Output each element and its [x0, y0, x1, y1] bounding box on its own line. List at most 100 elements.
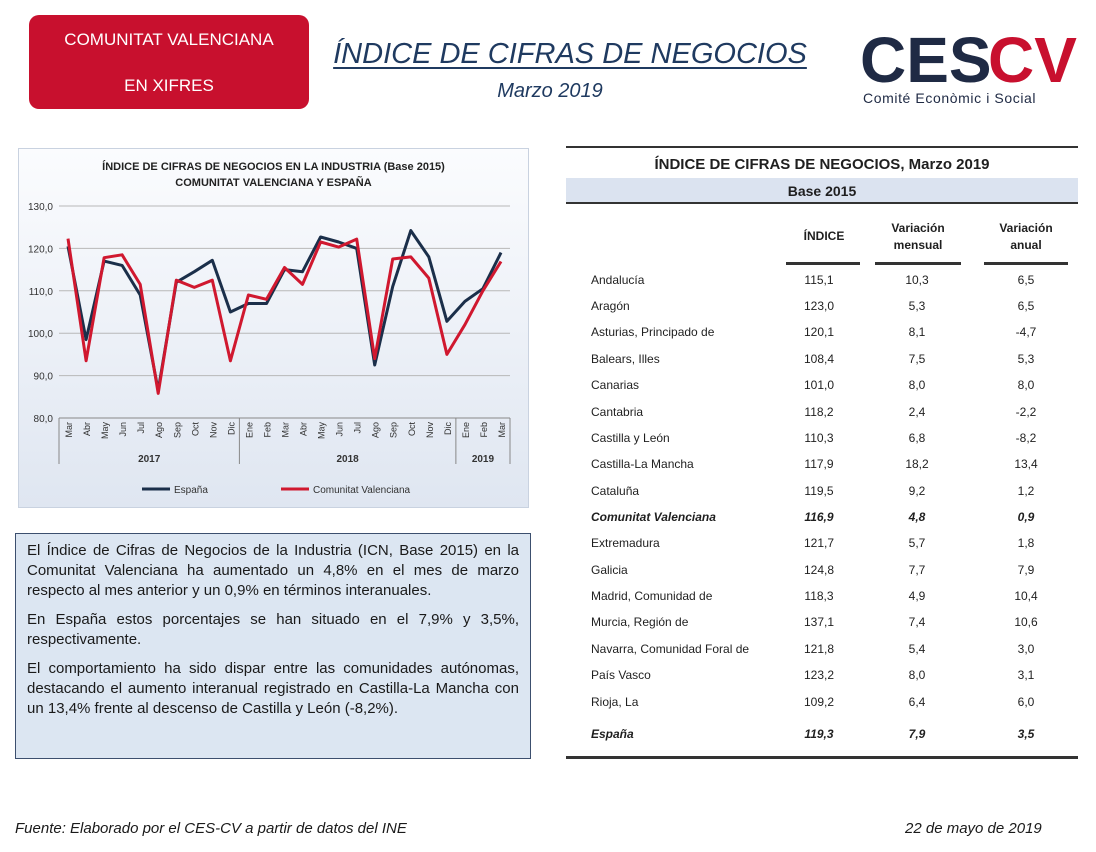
row-mensual: 7,9	[908, 727, 926, 741]
row-anual: 3,0	[1017, 642, 1035, 656]
x-tick-label: Feb	[262, 422, 272, 438]
row-indice: 121,8	[803, 642, 835, 656]
table-row: Castilla-La Mancha 117,9 18,2 13,4	[566, 454, 1078, 474]
badge-line-1: COMUNITAT VALENCIANA	[64, 30, 274, 49]
col-header-anual-2: anual	[1010, 238, 1042, 252]
col-header-anual-1: Variación	[999, 221, 1053, 235]
row-indice: 115,1	[804, 273, 834, 287]
line-chart-panel: ÍNDICE DE CIFRAS DE NEGOCIOS EN LA INDUS…	[18, 148, 529, 508]
data-table: ÍNDICE DE CIFRAS DE NEGOCIOS, Marzo 2019…	[566, 146, 1078, 818]
ces-cv-logo: CES CV Comité Econòmic i Social	[860, 24, 1080, 110]
table-title: ÍNDICE DE CIFRAS DE NEGOCIOS, Marzo 2019	[566, 146, 1078, 178]
page-title: ÍNDICE DE CIFRAS DE NEGOCIOS	[333, 38, 807, 70]
table-row: Rioja, La 109,2 6,4 6,0	[566, 692, 1078, 712]
row-mensual: 9,2	[908, 484, 926, 498]
row-name: Aragón	[591, 299, 630, 313]
y-tick-label: 110,0	[29, 287, 54, 298]
row-anual: 6,5	[1017, 299, 1035, 313]
row-name: Andalucía	[591, 273, 645, 287]
row-mensual: 5,4	[908, 642, 926, 656]
row-indice: 108,4	[803, 352, 835, 366]
row-mensual: 5,7	[908, 536, 926, 550]
table-row: Balears, Illes 108,4 7,5 5,3	[566, 349, 1078, 369]
row-indice: 101,0	[803, 378, 835, 392]
row-mensual: 10,3	[905, 273, 929, 287]
row-anual: 6,0	[1017, 695, 1035, 709]
table-row: España 119,3 7,9 3,5	[566, 724, 1078, 744]
table-row: Navarra, Comunidad Foral de 121,8 5,4 3,0	[566, 639, 1078, 659]
x-tick-label: Dic	[226, 422, 236, 435]
row-name: Navarra, Comunidad Foral de	[591, 642, 750, 656]
x-tick-label: Jul	[353, 422, 363, 434]
chart-subtitle: COMUNITAT VALENCIANA Y ESPAÑA	[175, 177, 372, 189]
summary-paragraph-3: El comportamiento ha sido dispar entre l…	[27, 660, 519, 717]
chart-title: ÍNDICE DE CIFRAS DE NEGOCIOS EN LA INDUS…	[102, 161, 445, 173]
x-tick-label: Mar	[281, 422, 291, 438]
col-underline-mensual	[875, 262, 961, 265]
logo-text-cv: CV	[988, 26, 1077, 90]
summary-paragraph-1: El Índice de Cifras de Negocios de la In…	[27, 542, 519, 599]
table-row: Comunitat Valenciana 116,9 4,8 0,9	[566, 507, 1078, 527]
row-anual: 3,5	[1017, 727, 1035, 741]
x-tick-label: Mar	[64, 422, 74, 438]
row-mensual: 5,3	[908, 299, 926, 313]
row-name: Galicia	[591, 563, 628, 577]
summary-paragraph-2: En España estos porcentajes se han situa…	[27, 611, 519, 648]
logo-tagline: Comité Econòmic i Social	[863, 90, 1037, 106]
table-bottom-border	[566, 756, 1078, 759]
row-name: Extremadura	[591, 536, 660, 550]
y-tick-label: 120,0	[28, 244, 53, 255]
row-indice: 119,3	[804, 727, 834, 741]
table-row: Canarias 101,0 8,0 8,0	[566, 375, 1078, 395]
y-tick-label: 90,0	[34, 372, 54, 383]
row-indice: 117,9	[804, 457, 834, 471]
row-mensual: 18,2	[905, 457, 929, 471]
x-tick-label: May	[317, 422, 327, 440]
row-anual: 1,2	[1017, 484, 1035, 498]
row-indice: 123,2	[803, 668, 835, 682]
row-indice: 116,9	[804, 510, 834, 524]
row-anual: 6,5	[1017, 273, 1035, 287]
x-tick-label: Abr	[299, 422, 309, 436]
row-name: Asturias, Principado de	[591, 325, 715, 339]
footer-date: 22 de mayo de 2019	[905, 820, 1042, 837]
table-row: Galicia 124,8 7,7 7,9	[566, 560, 1078, 580]
row-anual: 5,3	[1017, 352, 1035, 366]
x-tick-label: Ago	[371, 422, 381, 438]
table-row: País Vasco 123,2 8,0 3,1	[566, 665, 1078, 685]
footer-source: Fuente: Elaborado por el CES-CV a partir…	[15, 820, 407, 837]
x-tick-label: Jun	[118, 422, 128, 437]
series-line-comunitat-valenciana	[66, 237, 503, 395]
legend-label: Comunitat Valenciana	[313, 485, 411, 496]
row-indice: 118,3	[804, 589, 834, 603]
row-anual: -2,2	[1015, 405, 1037, 419]
row-indice: 119,5	[804, 484, 834, 498]
row-indice: 118,2	[804, 405, 834, 419]
row-mensual: 6,4	[908, 695, 926, 709]
row-name: Castilla-La Mancha	[591, 457, 694, 471]
row-name: País Vasco	[591, 668, 651, 682]
x-tick-label: Nov	[425, 422, 435, 439]
row-name: Comunitat Valenciana	[591, 510, 716, 524]
y-tick-label: 100,0	[28, 329, 53, 340]
row-name: Balears, Illes	[591, 352, 660, 366]
row-anual: -4,7	[1015, 325, 1037, 339]
x-tick-label: Nov	[208, 422, 218, 439]
row-anual: 3,1	[1017, 668, 1035, 682]
row-anual: 10,4	[1014, 589, 1038, 603]
x-tick-label: Abr	[82, 422, 92, 436]
row-indice: 137,1	[803, 615, 835, 629]
x-tick-label: Feb	[479, 422, 489, 438]
row-anual: 10,6	[1014, 615, 1038, 629]
table-row: Extremadura 121,7 5,7 1,8	[566, 533, 1078, 553]
x-tick-label: Ene	[461, 422, 471, 438]
table-row: Madrid, Comunidad de 118,3 4,9 10,4	[566, 586, 1078, 606]
row-name: Rioja, La	[591, 695, 639, 709]
table-row: Murcia, Región de 137,1 7,4 10,6	[566, 612, 1078, 632]
table-row: Cantabria 118,2 2,4 -2,2	[566, 402, 1078, 422]
row-mensual: 6,8	[908, 431, 926, 445]
col-underline-indice	[786, 262, 860, 265]
x-tick-label: Oct	[407, 422, 417, 437]
row-mensual: 8,0	[908, 668, 926, 682]
row-anual: 8,0	[1017, 378, 1035, 392]
